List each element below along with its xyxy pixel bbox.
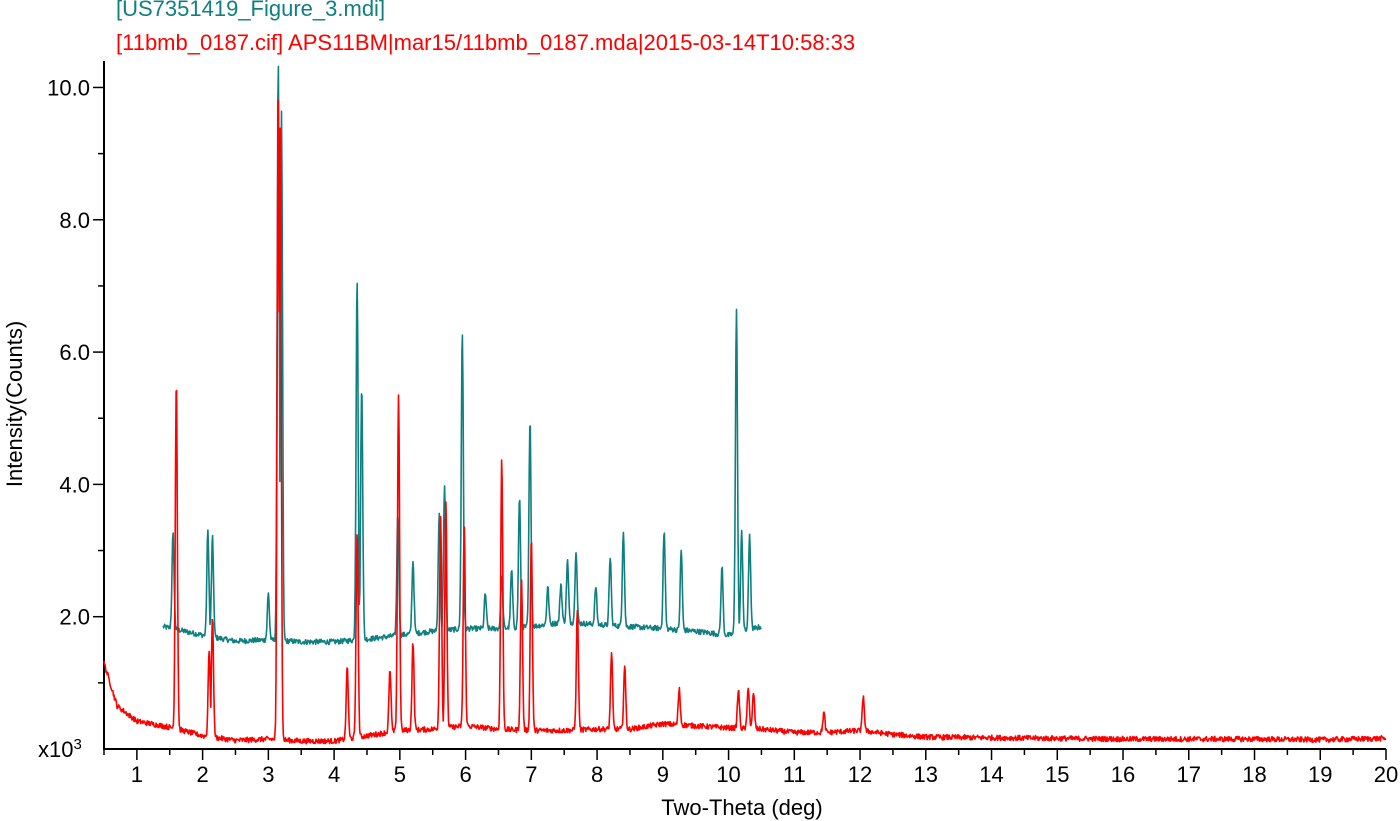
- x-tick-label: 11: [783, 762, 806, 787]
- x-tick-label: 5: [394, 762, 406, 787]
- series-layer: [103, 65, 1387, 745]
- series-line-1: [162, 65, 762, 646]
- x-tick-label: 20: [1374, 762, 1398, 787]
- legend-series-2: [11bmb_0187.cif] APS11BM|mar15/11bmb_018…: [116, 30, 856, 55]
- x-tick-label: 16: [1111, 762, 1135, 787]
- x-tick-label: 6: [459, 762, 471, 787]
- series-line-2: [103, 99, 1387, 745]
- plot-axes: 1 2 3 4 5 6 7 8 9 10 11 12 13 14 15 16 17 18 19 202.04.06.0…: [47, 61, 1398, 787]
- y-multiplier-base: x10: [38, 737, 73, 762]
- x-axis-label: Two-Theta (deg): [661, 795, 822, 820]
- y-tick-label: 10.0: [47, 75, 90, 100]
- x-tick-label: 3: [262, 762, 274, 787]
- x-tick-label: 2: [196, 762, 208, 787]
- y-axis-label: Intensity(Counts): [2, 321, 27, 487]
- x-tick-label: 18: [1242, 762, 1266, 787]
- x-tick-label: 10: [716, 762, 740, 787]
- y-multiplier-exponent: 3: [73, 736, 81, 753]
- x-tick-label: 15: [1045, 762, 1069, 787]
- legend-series-1: [US7351419_Figure_3.mdi]: [116, 0, 386, 21]
- y-tick-label: 8.0: [59, 208, 90, 233]
- x-tick-label: 4: [328, 762, 340, 787]
- x-tick-label: 9: [657, 762, 669, 787]
- x-tick-label: 12: [848, 762, 872, 787]
- x-tick-label: 14: [979, 762, 1003, 787]
- x-tick-label: 1: [131, 762, 143, 787]
- x-tick-label: 7: [525, 762, 537, 787]
- x-tick-label: 13: [914, 762, 938, 787]
- x-tick-label: 19: [1308, 762, 1332, 787]
- y-multiplier-label: x103: [38, 736, 82, 762]
- y-tick-label: 6.0: [59, 340, 90, 365]
- x-tick-label: 17: [1177, 762, 1201, 787]
- x-tick-label: 8: [591, 762, 603, 787]
- y-tick-label: 2.0: [59, 605, 90, 630]
- y-tick-label: 4.0: [59, 472, 90, 497]
